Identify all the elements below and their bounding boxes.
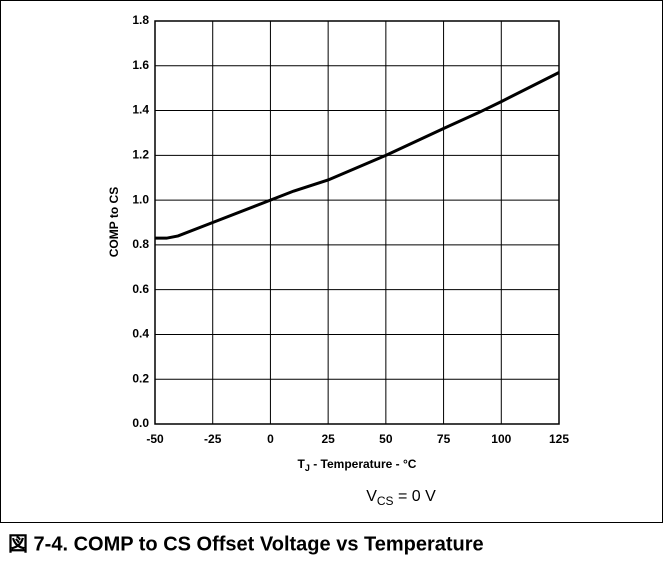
plot-frame: [154, 20, 560, 425]
y-tick-label: 1.8: [132, 13, 149, 27]
x-tick-label: -50: [146, 432, 164, 446]
y-tick-label: 0.0: [132, 416, 149, 430]
y-tick-label: 1.2: [132, 148, 149, 162]
y-tick-label: 1.4: [132, 103, 149, 117]
y-tick-label: 0.4: [132, 327, 149, 341]
x-tick-label: -25: [204, 432, 222, 446]
x-tick-label: 75: [437, 432, 451, 446]
y-tick-label: 0.6: [132, 282, 149, 296]
y-tick-label: 0.8: [132, 237, 149, 251]
x-tick-label: 50: [379, 432, 393, 446]
x-tick-label: 0: [267, 432, 274, 446]
y-tick-label: 1.0: [132, 192, 149, 206]
x-tick-label: 25: [321, 432, 335, 446]
y-tick-label: 0.2: [132, 371, 149, 385]
annotation: VCS = 0 V: [366, 488, 436, 508]
x-tick-label: 100: [491, 432, 511, 446]
data-line: [155, 71, 560, 240]
frame: [0, 0, 663, 523]
y-tick-label: 1.6: [132, 58, 149, 72]
x-axis-label: TJ - Temperature - °C: [298, 457, 417, 473]
y-axis-label: COMP to CS: [107, 187, 121, 257]
x-tick-label: 125: [549, 432, 569, 446]
caption: 図 7-4. COMP to CS Offset Voltage vs Temp…: [8, 533, 484, 555]
